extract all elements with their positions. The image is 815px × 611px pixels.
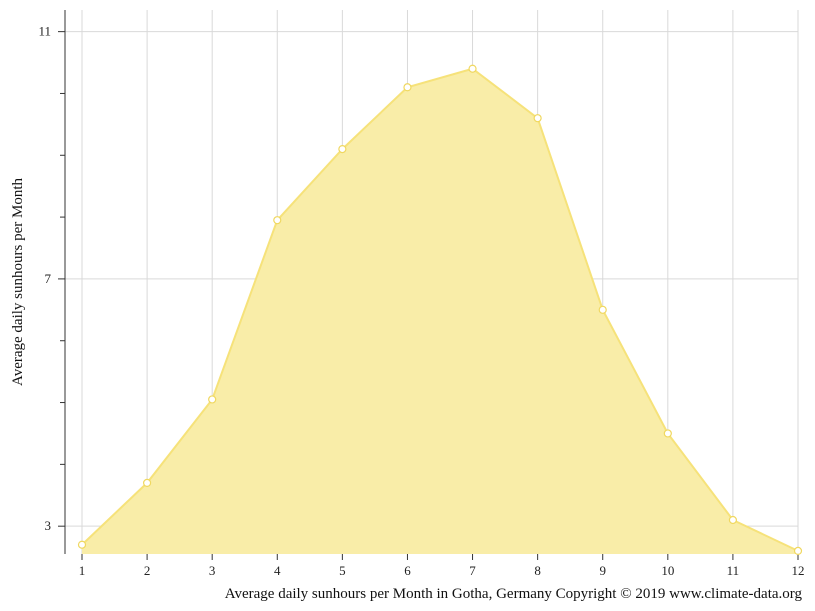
data-point bbox=[468, 64, 477, 73]
data-point bbox=[728, 515, 738, 525]
data-point bbox=[403, 83, 412, 92]
y-tick-label: 11 bbox=[38, 24, 51, 39]
axes bbox=[58, 10, 799, 560]
data-point bbox=[598, 305, 607, 314]
x-tick-label: 5 bbox=[339, 563, 346, 578]
x-tick-label: 1 bbox=[79, 563, 86, 578]
data-point bbox=[142, 478, 152, 488]
x-tick-label: 3 bbox=[209, 563, 216, 578]
x-tick-label: 11 bbox=[727, 563, 740, 578]
x-tick-label: 2 bbox=[144, 563, 151, 578]
x-tick-label: 10 bbox=[661, 563, 674, 578]
x-tick-label: 7 bbox=[469, 563, 476, 578]
data-point bbox=[533, 114, 542, 123]
x-tick-label: 6 bbox=[404, 563, 411, 578]
x-axis-title: Average daily sunhours per Month in Goth… bbox=[225, 586, 803, 602]
x-tick-label: 9 bbox=[599, 563, 606, 578]
x-tick-label: 12 bbox=[792, 563, 805, 578]
data-point bbox=[273, 216, 282, 225]
series-area bbox=[81, 67, 799, 555]
data-point bbox=[77, 540, 87, 549]
y-axis-title: Average daily sunhours per Month bbox=[10, 178, 26, 387]
series-points bbox=[77, 64, 803, 556]
x-tick-label: 4 bbox=[274, 563, 281, 578]
y-tick-label: 3 bbox=[45, 518, 52, 533]
y-tick-label: 7 bbox=[45, 271, 52, 286]
data-point bbox=[793, 546, 803, 556]
data-point bbox=[663, 429, 672, 438]
series-line bbox=[81, 67, 799, 552]
data-point bbox=[338, 144, 347, 154]
x-tick-label: 8 bbox=[534, 563, 541, 578]
area-fill bbox=[82, 68, 798, 555]
data-point bbox=[208, 395, 217, 404]
